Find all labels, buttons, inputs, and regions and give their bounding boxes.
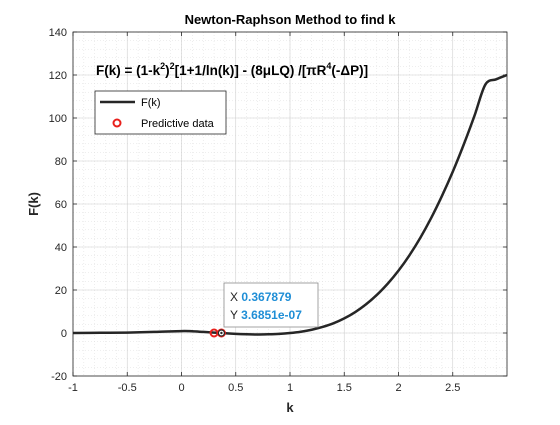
datatip-anchor-dot bbox=[220, 331, 223, 335]
y-tick-label: -20 bbox=[51, 371, 67, 383]
x-tick-labels: -1 -0.5 0 0.5 1 1.5 2 2.5 bbox=[68, 382, 460, 394]
x-tick-label: 1 bbox=[287, 382, 293, 394]
series-line-fk bbox=[72, 73, 508, 336]
datatip-x-value: 0.367879 bbox=[241, 290, 291, 304]
y-tick-label: 140 bbox=[49, 27, 67, 39]
formula-superscript: 4 bbox=[326, 61, 331, 71]
x-tick-label: 0 bbox=[178, 382, 184, 394]
formula-part: (-ΔP)] bbox=[331, 63, 368, 78]
y-tick-label: 60 bbox=[55, 199, 67, 211]
y-tick-label: 0 bbox=[61, 328, 67, 340]
formula-annotation: F(k) = (1-k2)2[1+1/ln(k)] - (8μLQ) /[πR4… bbox=[96, 61, 368, 78]
x-tick-label: -0.5 bbox=[118, 382, 137, 394]
legend[interactable]: F(k) Predictive data bbox=[94, 90, 227, 135]
x-axis-label: k bbox=[286, 400, 294, 415]
legend-marker-swatch bbox=[112, 118, 122, 128]
y-tick-label: 80 bbox=[55, 156, 67, 168]
x-tick-label: 2 bbox=[395, 382, 401, 394]
x-tick-label: 0.5 bbox=[228, 382, 243, 394]
datatip-box bbox=[223, 282, 319, 328]
ticks bbox=[72, 31, 507, 377]
datatip[interactable]: X 0.367879 Y 3.6851e-07 bbox=[223, 282, 319, 328]
series-layer bbox=[72, 73, 508, 338]
formula-part: [1+1/ln(k)] - (8μLQ) /[πR bbox=[175, 63, 327, 78]
x-tick-label: 1.5 bbox=[337, 382, 352, 394]
formula-superscript: 2 bbox=[170, 61, 175, 71]
chart-title: Newton-Raphson Method to find k bbox=[185, 12, 397, 27]
datatip-x-label: X 0.367879 bbox=[230, 290, 292, 304]
y-tick-label: 100 bbox=[49, 113, 67, 125]
y-tick-label: 40 bbox=[55, 242, 67, 254]
formula-part: ) bbox=[165, 63, 170, 78]
x-tick-label: -1 bbox=[68, 382, 78, 394]
datatip-y-label: Y 3.6851e-07 bbox=[230, 308, 302, 322]
formula-part: F(k) = (1-k bbox=[96, 63, 161, 78]
y-axis-label: F(k) bbox=[26, 192, 41, 216]
y-tick-labels: -20 0 20 40 60 80 100 120 140 bbox=[49, 27, 67, 383]
legend-entry-predictive: Predictive data bbox=[141, 118, 215, 130]
legend-entry-fk: F(k) bbox=[141, 97, 161, 109]
y-tick-label: 120 bbox=[49, 70, 67, 82]
formula-superscript: 2 bbox=[160, 61, 165, 71]
y-tick-label: 20 bbox=[55, 285, 67, 297]
x-tick-label: 2.5 bbox=[445, 382, 460, 394]
datatip-y-value: 3.6851e-07 bbox=[241, 308, 302, 322]
